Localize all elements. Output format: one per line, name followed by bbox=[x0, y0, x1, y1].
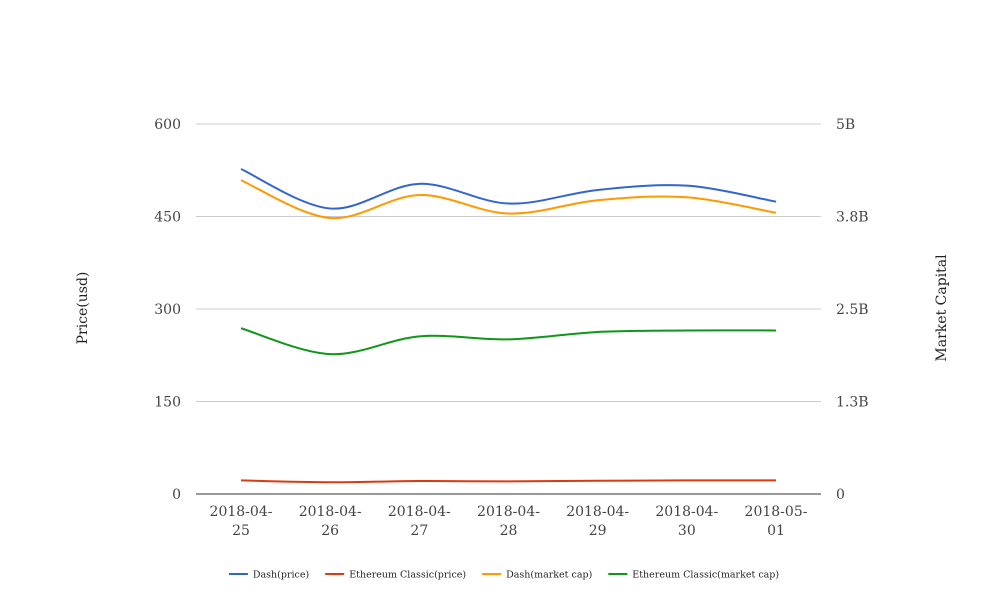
y-tick-label: 450 bbox=[154, 210, 181, 226]
y-tick-label: 0 bbox=[172, 487, 181, 503]
series-layer bbox=[240, 168, 777, 484]
series-line-dash-price bbox=[240, 168, 777, 210]
legend-item: Ethereum Classic(price) bbox=[325, 570, 466, 581]
x-tick-label: 2018-05-01 bbox=[745, 504, 808, 539]
legend-label: Ethereum Classic(market cap) bbox=[632, 570, 779, 581]
y-axis-title: Price(usd) bbox=[75, 272, 91, 345]
y2-tick-label: 2.5B bbox=[836, 302, 869, 318]
y-tick-label: 150 bbox=[154, 395, 181, 411]
legend-item: Dash(market cap) bbox=[482, 570, 592, 581]
legend-label: Dash(price) bbox=[253, 570, 309, 581]
series-line-dash-market-cap bbox=[240, 179, 777, 219]
y-tick-label: 300 bbox=[154, 302, 181, 318]
y2-tick-label: 0 bbox=[836, 487, 845, 503]
y2-tick-label: 5B bbox=[836, 117, 855, 133]
x-tick-label: 2018-04-27 bbox=[388, 504, 451, 539]
axis-layer: 0 150 300 450 600 0 1.3B 2.5B 3.8B 5B 2018-04-25 20… bbox=[154, 117, 868, 539]
legend-label: Dash(market cap) bbox=[506, 570, 592, 581]
legend-item: Dash(price) bbox=[228, 570, 309, 581]
series-line-ethereum-classic-market-cap bbox=[240, 327, 777, 356]
y2-tick-label: 3.8B bbox=[836, 210, 869, 226]
x-tick-label: 2018-04-29 bbox=[566, 504, 629, 539]
legend: Dash(price) Ethereum Classic(price) Dash(m… bbox=[228, 570, 779, 581]
series-line-ethereum-classic-price bbox=[240, 479, 777, 484]
grid-layer bbox=[196, 123, 821, 402]
legend-item: Ethereum Classic(market cap) bbox=[608, 570, 779, 581]
legend-label: Ethereum Classic(price) bbox=[349, 570, 466, 581]
x-tick-label: 2018-04-25 bbox=[210, 504, 273, 539]
y2-axis-title: Market Capital bbox=[934, 254, 950, 362]
x-tick-label: 2018-04-28 bbox=[477, 504, 540, 539]
x-tick-label: 2018-04-30 bbox=[655, 504, 718, 539]
y-tick-label: 600 bbox=[154, 117, 181, 133]
y2-tick-label: 1.3B bbox=[836, 395, 869, 411]
x-tick-label: 2018-04-26 bbox=[299, 504, 362, 539]
